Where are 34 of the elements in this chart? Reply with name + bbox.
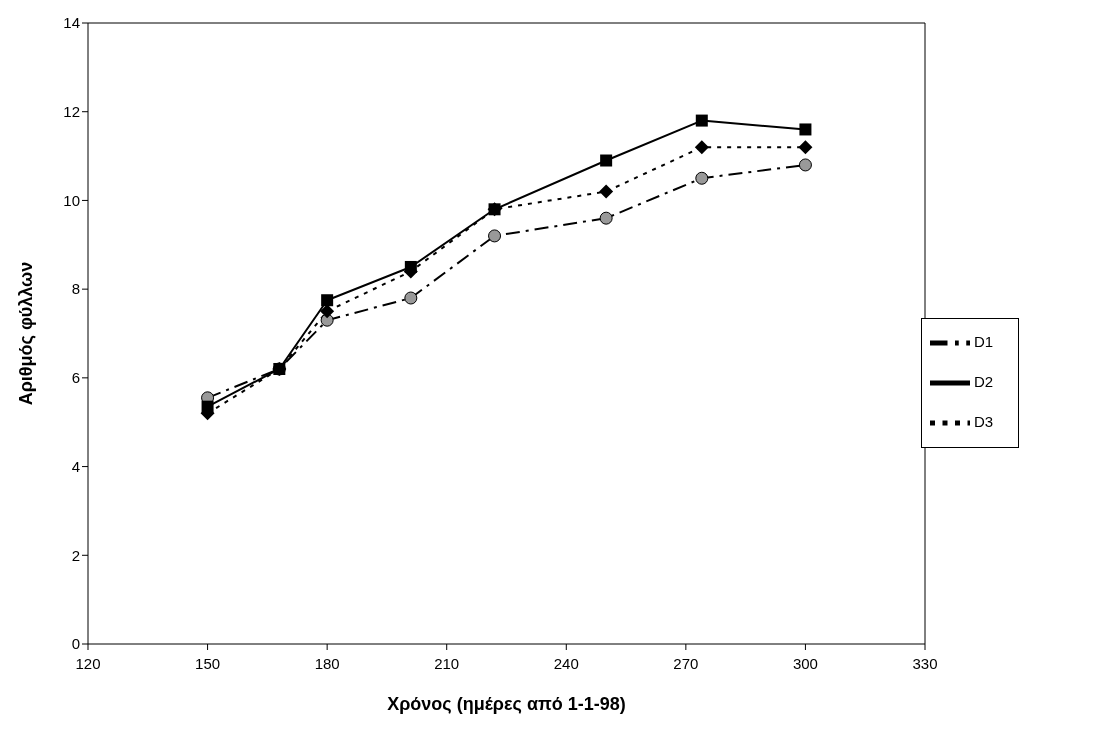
x-tick-label: 120 — [75, 654, 101, 672]
y-tick-label: 2 — [71, 546, 80, 564]
legend-label: D1 — [974, 333, 994, 351]
x-tick-label: 240 — [553, 654, 579, 672]
x-tick-label: 210 — [434, 654, 460, 672]
point — [404, 291, 418, 305]
point — [694, 140, 709, 155]
legend-label: D2 — [974, 373, 994, 391]
x-tick-label: 300 — [792, 654, 818, 672]
x-tick-label: 270 — [673, 654, 699, 672]
x-tick-label: 330 — [912, 654, 938, 672]
y-tick-label: 8 — [71, 280, 80, 298]
point — [321, 294, 334, 307]
point — [798, 158, 812, 172]
y-tick-label: 14 — [63, 14, 80, 32]
y-tick-label: 4 — [71, 457, 80, 475]
y-tick-label: 10 — [63, 191, 80, 209]
point — [695, 114, 708, 127]
x-tick-label: 180 — [314, 654, 340, 672]
x-axis-title: Χρόνος (ημέρες από 1-1-98) — [387, 694, 626, 714]
point — [599, 184, 614, 199]
point — [599, 211, 613, 225]
y-tick-label: 0 — [71, 635, 80, 653]
x-tick-label: 150 — [195, 654, 221, 672]
point — [799, 123, 812, 136]
y-tick-label: 12 — [63, 103, 80, 121]
point — [488, 229, 502, 243]
point — [695, 171, 709, 185]
y-axis-title: Αριθμός φύλλων — [16, 261, 37, 406]
y-tick-label: 6 — [71, 369, 80, 387]
point — [600, 154, 613, 167]
legend-label: D3 — [974, 413, 994, 431]
point — [798, 140, 813, 155]
point — [320, 304, 335, 319]
